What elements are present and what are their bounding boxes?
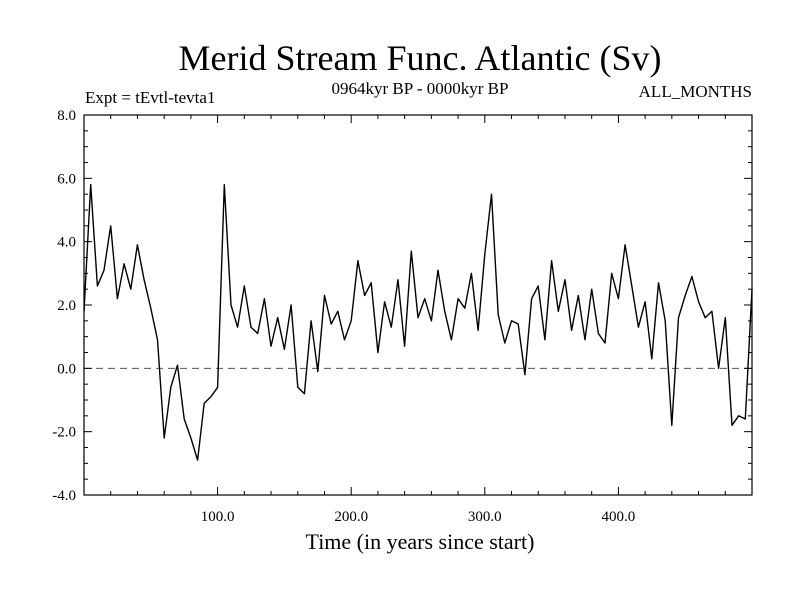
y-tick-label: 0.0 xyxy=(57,361,76,377)
y-tick-label: 4.0 xyxy=(57,235,76,251)
series-line-0 xyxy=(83,183,753,461)
y-axis-ticks: -4.0 -2.0 0.0 2.0 4.0 6.0 8.0 xyxy=(52,108,752,504)
plot-frame xyxy=(83,114,753,496)
x-tick-label: 400.0 xyxy=(602,509,636,525)
months-label: ALL_MONTHS xyxy=(639,82,752,101)
y-tick-label: -2.0 xyxy=(52,425,76,441)
y-tick-label: 6.0 xyxy=(57,171,76,187)
x-tick-label: 200.0 xyxy=(334,509,368,525)
x-tick-label: 300.0 xyxy=(468,509,502,525)
time-range-label: 0964kyr BP - 0000kyr BP xyxy=(332,79,509,98)
x-tick-label: 100.0 xyxy=(201,509,235,525)
y-tick-label: 8.0 xyxy=(57,108,76,124)
x-axis-label: Time (in years since start) xyxy=(306,529,535,554)
plot-marks xyxy=(83,183,753,461)
experiment-label: Expt = tEvtl-tevta1 xyxy=(85,88,215,107)
y-tick-label: 2.0 xyxy=(57,298,76,314)
y-tick-label: -4.0 xyxy=(52,488,76,504)
chart-title: Merid Stream Func. Atlantic (Sv) xyxy=(179,38,662,78)
x-axis-ticks: 100.0 200.0 300.0 400.0 xyxy=(110,115,726,525)
